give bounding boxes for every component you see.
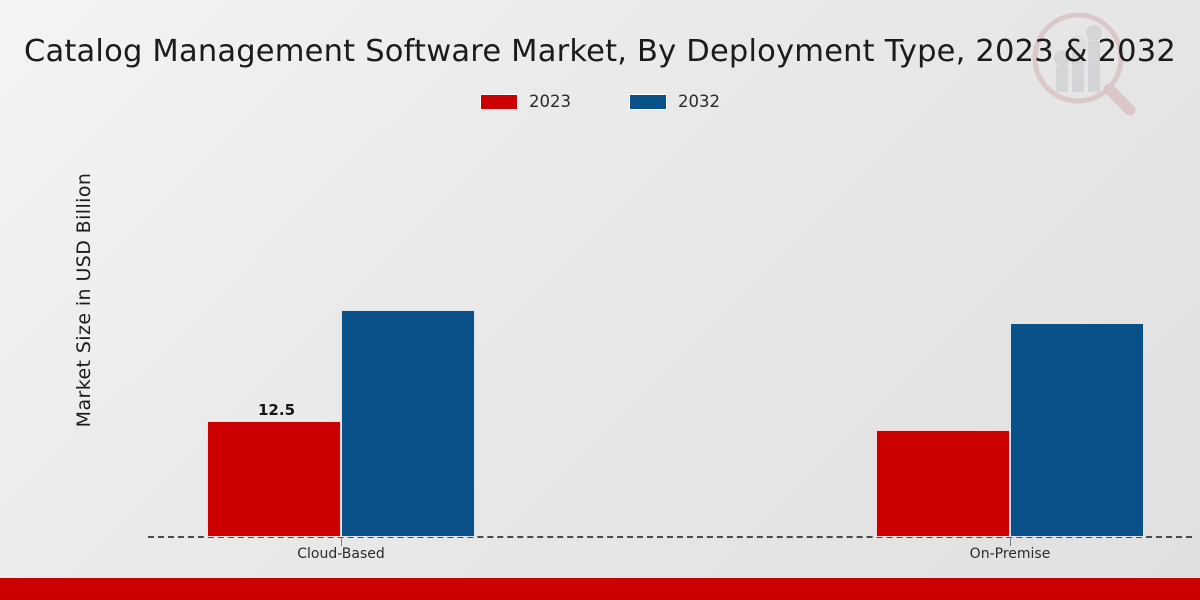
chart-legend: 2023 2032 [0,92,1200,111]
x-axis-tick-1 [1010,537,1011,546]
legend-item-2032[interactable]: 2032 [629,92,720,111]
legend-item-2023[interactable]: 2023 [480,92,571,111]
x-axis-tick-0 [341,537,342,546]
chart-title: Catalog Management Software Market, By D… [24,34,1176,69]
bar-cloud-based-2032[interactable] [341,310,475,537]
legend-label-2032: 2032 [678,92,720,111]
x-axis-category-label-0: Cloud-Based [297,546,385,562]
bar-cloud-based-2023[interactable] [207,421,341,537]
footer-accent-bar [0,578,1200,600]
bar-cloud-based-2023-value-label: 12.5 [258,401,296,419]
legend-label-2023: 2023 [529,92,571,111]
legend-swatch-2032 [629,93,667,110]
x-axis-baseline [148,536,1192,538]
x-axis-category-label-1: On-Premise [969,546,1051,562]
legend-swatch-2023 [480,93,518,110]
bar-on-premise-2023[interactable] [876,430,1010,537]
bar-on-premise-2032[interactable] [1010,323,1144,537]
